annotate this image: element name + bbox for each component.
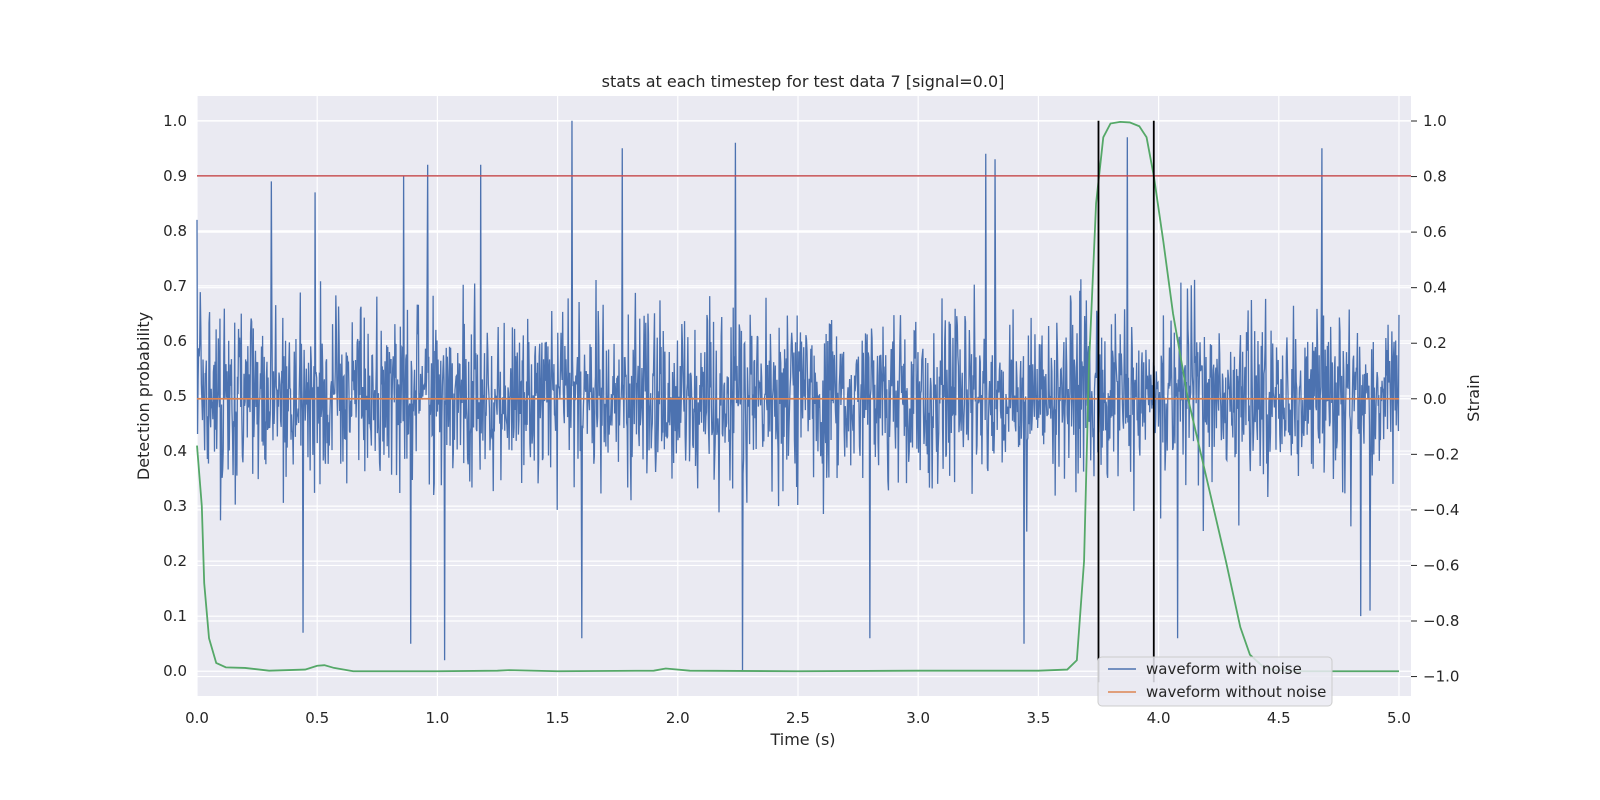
y2-tick-label: −0.4 [1423, 501, 1459, 519]
x-tick-label: 4.5 [1267, 709, 1291, 727]
x-tick-label: 1.5 [546, 709, 570, 727]
y2-tick-label: 0.0 [1423, 390, 1447, 408]
y2-tick-label: 1.0 [1423, 112, 1447, 130]
y-tick-label: 0.2 [163, 552, 187, 570]
y2-axis-label: Strain [1464, 374, 1483, 421]
y-tick-label: 0.1 [163, 607, 187, 625]
y2-tick-label: −0.8 [1423, 612, 1459, 630]
y2-tick-label: 0.4 [1423, 279, 1447, 297]
x-tick-label: 0.5 [305, 709, 329, 727]
y-tick-label: 0.4 [163, 442, 187, 460]
x-axis-label: Time (s) [769, 730, 835, 749]
legend-box [1097, 656, 1333, 707]
x-tick-label: 4.0 [1147, 709, 1171, 727]
y-tick-label: 1.0 [163, 112, 187, 130]
y2-tick-label: 0.2 [1423, 334, 1447, 352]
y-tick-label: 0.8 [163, 222, 187, 240]
y2-tick-label: −1.0 [1423, 668, 1459, 686]
y-axis-label: Detection probability [134, 312, 153, 480]
axis-layer: 0.0 0.5 1.0 1.5 2.0 2.5 3.0 3.5 4.0 4.5 5.0 0.0 0.1 0… [163, 112, 1459, 727]
legend-label-clean: waveform without noise [1146, 683, 1326, 701]
x-tick-label: 0.0 [185, 709, 209, 727]
y-tick-label: 0.5 [163, 387, 187, 405]
series-detection-probability [196, 120, 1399, 673]
y-tick-label: 0.6 [163, 332, 187, 350]
x-tick-label: 2.5 [786, 709, 810, 727]
y-tick-label: 0.7 [163, 277, 187, 295]
y2-tick-label: −0.2 [1423, 445, 1459, 463]
y-tick-label: 0.3 [163, 497, 187, 515]
y2-tick-label: −0.6 [1423, 556, 1459, 574]
x-tick-label: 5.0 [1387, 709, 1411, 727]
x-tick-label: 3.0 [906, 709, 930, 727]
x-tick-label: 2.0 [666, 709, 690, 727]
data-layer [196, 120, 1411, 683]
y-tick-label: 0.0 [163, 662, 187, 680]
y-tick-label: 0.9 [163, 167, 187, 185]
legend: waveform with noise waveform without noi… [1097, 656, 1333, 707]
legend-label-noise: waveform with noise [1146, 660, 1302, 678]
x-tick-label: 1.0 [425, 709, 449, 727]
y2-tick-label: 0.6 [1423, 223, 1447, 241]
chart-title: stats at each timestep for test data 7 [… [602, 72, 1005, 91]
x-tick-label: 3.5 [1026, 709, 1050, 727]
y2-tick-label: 0.8 [1423, 168, 1447, 186]
